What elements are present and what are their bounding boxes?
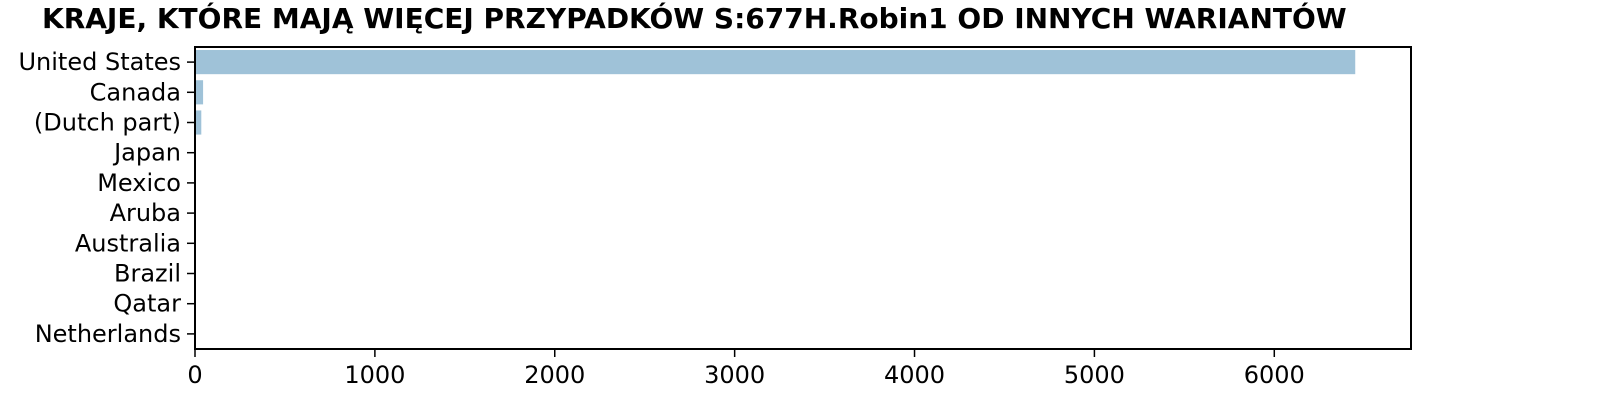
x-tick-label: 3000: [704, 361, 765, 389]
x-tick-label: 6000: [1244, 361, 1305, 389]
y-tick-label: Aruba: [110, 199, 181, 227]
x-tick-label: 0: [187, 361, 202, 389]
y-tick-label: Japan: [112, 139, 181, 167]
y-tick-label: Australia: [75, 229, 181, 257]
x-tick-label: 2000: [524, 361, 585, 389]
bars-group: [195, 50, 1356, 346]
chart-title: KRAJE, KTÓRE MAJĄ WIĘCEJ PRZYPADKÓW S:67…: [42, 2, 1347, 35]
x-tick-label: 1000: [344, 361, 405, 389]
y-tick-label: United States: [18, 48, 181, 76]
plot-frame: [194, 46, 1412, 350]
x-tick-label: 5000: [1064, 361, 1125, 389]
y-tick-label: Canada: [90, 78, 181, 106]
bar-united-states: [195, 50, 1356, 75]
x-axis: 0 1000 2000 3000 4000 5000 6000: [187, 349, 1305, 389]
bar-canada: [195, 80, 204, 105]
y-tick-label: Brazil: [114, 260, 181, 288]
y-tick-label: Qatar: [113, 290, 181, 318]
y-tick-label: Mexico: [97, 169, 181, 197]
y-tick-label: Netherlands: [35, 320, 181, 348]
bar-dutch-part: [195, 110, 202, 135]
x-tick-label: 4000: [884, 361, 945, 389]
y-tick-label: (Dutch part): [34, 109, 181, 137]
